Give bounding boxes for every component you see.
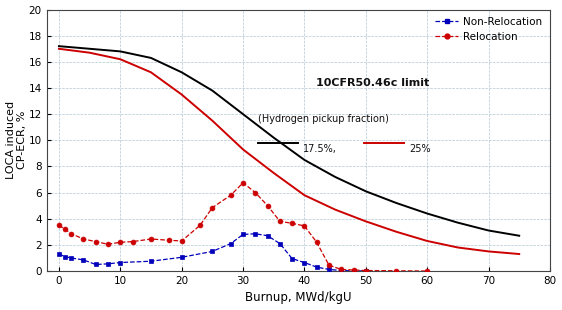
Non-Relocation xyxy=(362,269,369,273)
Relocation xyxy=(68,232,75,236)
Relocation xyxy=(105,242,111,246)
Relocation xyxy=(92,240,99,243)
Relocation xyxy=(393,269,400,272)
Text: 17.5%,: 17.5%, xyxy=(303,144,337,154)
X-axis label: Burnup, MWd/kgU: Burnup, MWd/kgU xyxy=(245,291,351,304)
Non-Relocation xyxy=(56,252,62,256)
Relocation xyxy=(252,191,259,194)
Relocation xyxy=(178,239,185,243)
Non-Relocation xyxy=(301,261,308,264)
Non-Relocation xyxy=(117,261,124,264)
Line: Relocation: Relocation xyxy=(57,180,429,273)
Relocation xyxy=(209,206,216,210)
Relocation xyxy=(197,224,203,227)
Non-Relocation xyxy=(277,242,283,246)
Non-Relocation xyxy=(350,269,357,273)
Non-Relocation xyxy=(338,269,345,272)
Non-Relocation xyxy=(178,255,185,259)
Non-Relocation xyxy=(62,255,69,259)
Non-Relocation xyxy=(252,232,259,236)
Y-axis label: LOCA induced
CP-ECR, %: LOCA induced CP-ECR, % xyxy=(6,101,27,179)
Non-Relocation xyxy=(105,262,111,266)
Relocation xyxy=(129,240,136,243)
Relocation xyxy=(148,237,155,241)
Non-Relocation xyxy=(325,268,332,271)
Non-Relocation xyxy=(148,259,155,263)
Text: 25%: 25% xyxy=(409,144,430,154)
Legend: Non-Relocation, Relocation: Non-Relocation, Relocation xyxy=(431,13,547,46)
Non-Relocation xyxy=(264,234,271,237)
Relocation xyxy=(80,237,87,241)
Text: 10CFR50.46c limit: 10CFR50.46c limit xyxy=(316,78,429,87)
Relocation xyxy=(325,263,332,267)
Non-Relocation xyxy=(80,258,87,262)
Relocation xyxy=(166,238,173,242)
Text: (Hydrogen pickup fraction): (Hydrogen pickup fraction) xyxy=(258,114,389,124)
Relocation xyxy=(228,193,234,197)
Relocation xyxy=(117,241,124,244)
Relocation xyxy=(338,268,345,271)
Relocation xyxy=(362,269,369,272)
Non-Relocation xyxy=(92,263,99,266)
Relocation xyxy=(239,181,246,185)
Non-Relocation xyxy=(313,265,320,269)
Relocation xyxy=(424,269,430,273)
Relocation xyxy=(350,268,357,272)
Relocation xyxy=(62,227,69,231)
Relocation xyxy=(301,224,308,228)
Relocation xyxy=(264,204,271,207)
Line: Non-Relocation: Non-Relocation xyxy=(57,231,368,273)
Non-Relocation xyxy=(289,257,296,260)
Relocation xyxy=(289,221,296,225)
Non-Relocation xyxy=(68,256,75,260)
Non-Relocation xyxy=(239,232,246,236)
Relocation xyxy=(56,224,62,227)
Relocation xyxy=(277,219,283,223)
Non-Relocation xyxy=(209,250,216,253)
Relocation xyxy=(313,241,320,244)
Non-Relocation xyxy=(228,242,234,246)
